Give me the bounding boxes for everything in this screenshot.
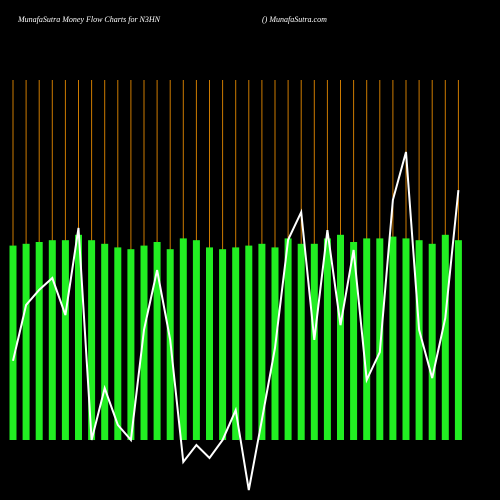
bar (363, 238, 371, 440)
bar (232, 247, 240, 440)
bar (61, 240, 69, 440)
bar (258, 243, 266, 440)
bar (428, 243, 436, 440)
bar (192, 240, 200, 440)
bar (114, 247, 122, 440)
bar (101, 243, 109, 440)
chart-title: MunafaSutra Money Flow Charts for N3HN (17, 15, 161, 24)
bar (75, 234, 82, 440)
bar (441, 234, 449, 440)
bar (88, 240, 96, 440)
bar (206, 247, 213, 440)
price-line (12, 151, 460, 491)
bar (179, 238, 187, 440)
bar (350, 242, 358, 440)
bar (402, 238, 410, 440)
bar (337, 234, 344, 440)
bar (140, 245, 148, 440)
bar (48, 240, 56, 440)
bar (297, 243, 305, 440)
bar (376, 238, 384, 440)
bar (454, 240, 462, 440)
bar (127, 249, 135, 440)
bar (35, 242, 43, 440)
bar (9, 245, 17, 440)
bar (389, 236, 397, 440)
bar (284, 238, 292, 440)
bar (219, 249, 227, 440)
bar (323, 238, 331, 440)
bar (245, 245, 253, 440)
chart-subtitle: () MunafaSutra.com (262, 15, 327, 24)
bar (310, 243, 318, 440)
bar (22, 243, 30, 440)
bar (415, 240, 423, 440)
bar (153, 242, 161, 440)
